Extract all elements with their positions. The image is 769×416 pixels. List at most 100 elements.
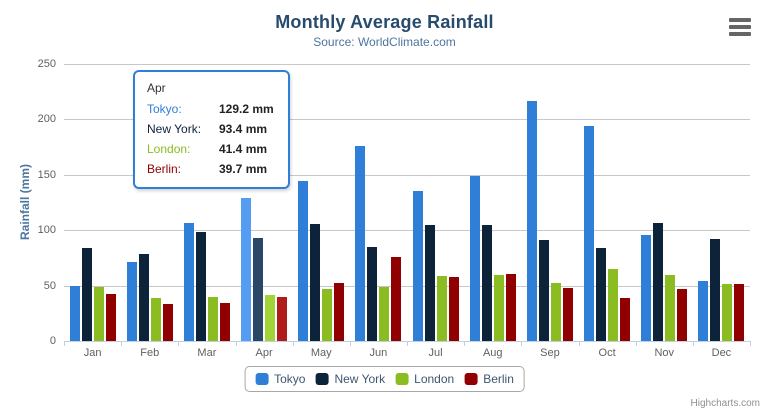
bar-london-sep[interactable] — [550, 283, 561, 341]
legend: Tokyo New York London Berlin — [244, 366, 525, 392]
bar-london-apr[interactable] — [265, 295, 276, 341]
bar-new-york-jun[interactable] — [367, 247, 378, 341]
y-tick-label-50: 50 — [43, 280, 56, 292]
bar-group-oct — [579, 64, 636, 341]
gridline-250 — [64, 64, 750, 65]
x-tick-label-may: May — [310, 347, 332, 359]
x-axis-tick — [521, 341, 522, 346]
bar-london-jan[interactable] — [93, 287, 104, 341]
legend-item-berlin[interactable]: Berlin — [464, 372, 514, 386]
x-tick-label-mar: Mar — [197, 347, 217, 359]
bar-group-sep — [521, 64, 578, 341]
bar-berlin-nov[interactable] — [677, 289, 688, 341]
legend-symbol-tokyo — [255, 373, 269, 385]
bar-tokyo-aug[interactable] — [469, 176, 480, 341]
bar-group-jun — [350, 64, 407, 341]
bar-berlin-jun[interactable] — [391, 257, 402, 341]
x-axis-tick — [407, 341, 408, 346]
bar-berlin-jan[interactable] — [105, 294, 116, 341]
bar-berlin-mar[interactable] — [219, 303, 230, 341]
bar-tokyo-dec[interactable] — [698, 281, 709, 341]
bar-tokyo-nov[interactable] — [641, 235, 652, 341]
bar-new-york-dec[interactable] — [710, 239, 721, 341]
bar-tokyo-jan[interactable] — [69, 286, 80, 341]
bar-tokyo-jun[interactable] — [355, 146, 366, 341]
bar-berlin-jul[interactable] — [448, 277, 459, 341]
legend-label-berlin: Berlin — [483, 372, 514, 386]
legend-label-new-york: New York — [334, 372, 386, 386]
legend-symbol-berlin — [464, 373, 478, 385]
bar-tokyo-may[interactable] — [298, 181, 309, 341]
bar-berlin-apr[interactable] — [277, 297, 288, 341]
y-tick-label-200: 200 — [37, 113, 56, 125]
bar-berlin-sep[interactable] — [562, 288, 573, 341]
chart-subtitle: Source: WorldClimate.com — [313, 35, 456, 49]
bar-new-york-jan[interactable] — [81, 248, 92, 341]
x-axis-tick — [693, 341, 694, 346]
tooltip-series-label: Berlin: — [147, 162, 182, 176]
bar-london-mar[interactable] — [207, 297, 218, 341]
bar-london-may[interactable] — [322, 289, 333, 341]
bar-london-aug[interactable] — [493, 275, 504, 341]
tooltip-series-value: 39.7 mm — [219, 162, 268, 176]
bar-group-may — [293, 64, 350, 341]
tooltip-series-label: New York: — [147, 122, 202, 136]
y-tick-label-150: 150 — [37, 169, 56, 181]
y-tick-label-250: 250 — [37, 58, 56, 70]
bar-new-york-oct[interactable] — [596, 248, 607, 341]
bar-berlin-may[interactable] — [334, 283, 345, 341]
tooltip-row-london: London: 41.4 mm — [147, 139, 276, 159]
bar-london-nov[interactable] — [665, 275, 676, 341]
x-axis-tick — [236, 341, 237, 346]
tooltip-row-tokyo: Tokyo: 129.2 mm — [147, 99, 276, 119]
bar-new-york-apr[interactable] — [253, 238, 264, 341]
bar-new-york-nov[interactable] — [653, 223, 664, 341]
tooltip-series-value: 41.4 mm — [219, 142, 268, 156]
x-tick-label-jan: Jan — [83, 347, 102, 359]
x-axis-tick — [178, 341, 179, 346]
bar-london-oct[interactable] — [608, 269, 619, 341]
bar-new-york-may[interactable] — [310, 224, 321, 341]
gridline-100 — [64, 230, 750, 231]
bar-tokyo-oct[interactable] — [584, 126, 595, 341]
bar-new-york-jul[interactable] — [424, 225, 435, 341]
bar-tokyo-sep[interactable] — [526, 101, 537, 341]
bar-berlin-dec[interactable] — [734, 284, 745, 341]
x-tick-label-apr: Apr — [255, 347, 273, 359]
bar-new-york-aug[interactable] — [481, 225, 492, 341]
legend-item-london[interactable]: London — [395, 372, 454, 386]
hamburger-menu-icon[interactable] — [729, 18, 753, 36]
x-tick-label-jun: Jun — [369, 347, 388, 359]
bar-london-jun[interactable] — [379, 287, 390, 341]
y-tick-label-0: 0 — [49, 335, 56, 347]
bar-new-york-mar[interactable] — [195, 232, 206, 341]
bar-london-dec[interactable] — [722, 284, 733, 341]
x-axis-tick — [750, 341, 751, 346]
tooltip-row-berlin: Berlin: 39.7 mm — [147, 159, 276, 179]
plot-area — [64, 64, 750, 341]
bar-new-york-feb[interactable] — [138, 254, 149, 341]
x-axis-tick — [636, 341, 637, 346]
highcharts-credit-link[interactable]: Highcharts.com — [690, 398, 760, 409]
bar-new-york-sep[interactable] — [538, 240, 549, 341]
bar-london-feb[interactable] — [150, 298, 161, 341]
bar-tokyo-mar[interactable] — [183, 223, 194, 341]
bar-berlin-feb[interactable] — [162, 304, 173, 341]
tooltip-series-value: 129.2 mm — [219, 102, 274, 116]
bar-group-nov — [636, 64, 693, 341]
bar-london-jul[interactable] — [436, 276, 447, 341]
legend-item-tokyo[interactable]: Tokyo — [255, 372, 305, 386]
x-axis-tick — [350, 341, 351, 346]
bar-berlin-oct[interactable] — [620, 298, 631, 341]
bar-group-dec — [693, 64, 750, 341]
bar-tokyo-feb[interactable] — [126, 262, 137, 341]
bar-tokyo-apr[interactable] — [241, 198, 252, 341]
gridline-150 — [64, 175, 750, 176]
tooltip: Apr Tokyo: 129.2 mm New York: 93.4 mm London… — [133, 70, 290, 189]
gridline-50 — [64, 286, 750, 287]
bar-berlin-aug[interactable] — [505, 274, 516, 341]
legend-item-new-york[interactable]: New York — [315, 372, 385, 386]
legend-label-london: London — [414, 372, 455, 386]
bar-tokyo-jul[interactable] — [412, 191, 423, 341]
